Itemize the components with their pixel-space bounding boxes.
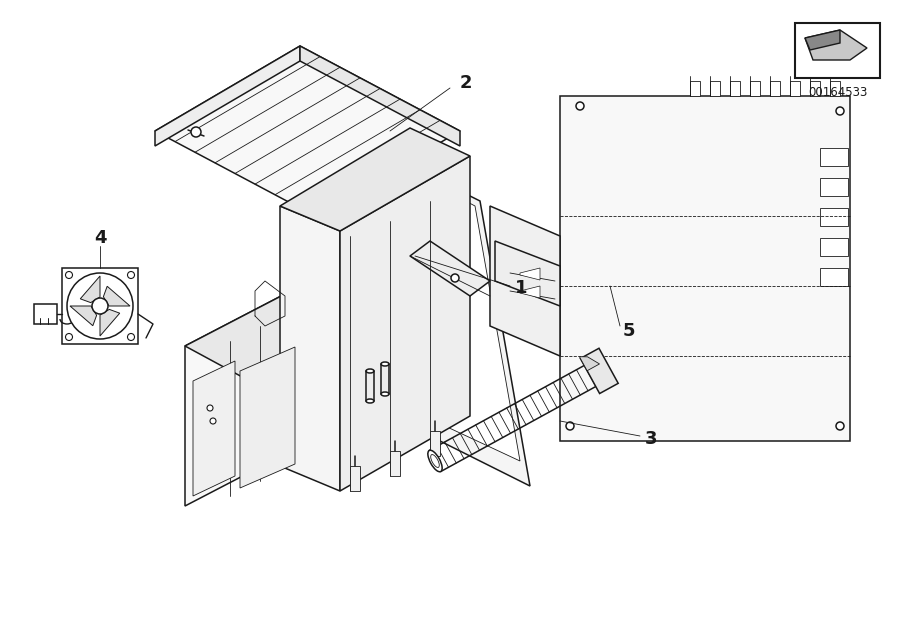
Circle shape — [207, 405, 213, 411]
Polygon shape — [495, 241, 560, 306]
Bar — [795, 23, 880, 78]
Polygon shape — [80, 276, 100, 303]
Polygon shape — [155, 46, 300, 146]
Circle shape — [128, 333, 134, 340]
Polygon shape — [520, 286, 540, 298]
Polygon shape — [62, 268, 138, 344]
Polygon shape — [830, 81, 840, 96]
Polygon shape — [520, 268, 540, 280]
Ellipse shape — [366, 369, 374, 373]
Circle shape — [836, 422, 844, 430]
Circle shape — [66, 272, 73, 279]
Circle shape — [128, 272, 134, 279]
Polygon shape — [300, 46, 460, 146]
Polygon shape — [155, 46, 460, 216]
Polygon shape — [193, 361, 235, 496]
Polygon shape — [430, 141, 465, 161]
Polygon shape — [390, 451, 400, 476]
Polygon shape — [820, 178, 848, 196]
Text: 4: 4 — [94, 229, 106, 247]
Text: 2: 2 — [460, 74, 473, 92]
Ellipse shape — [366, 399, 374, 403]
Circle shape — [566, 422, 574, 430]
Text: 3: 3 — [645, 430, 658, 448]
Polygon shape — [70, 306, 96, 326]
Polygon shape — [770, 81, 780, 96]
Polygon shape — [810, 81, 820, 96]
Circle shape — [576, 102, 584, 110]
Text: 1: 1 — [515, 279, 527, 297]
Circle shape — [67, 273, 133, 339]
Polygon shape — [310, 216, 430, 441]
Polygon shape — [730, 81, 740, 96]
Polygon shape — [790, 81, 800, 96]
Circle shape — [92, 298, 108, 314]
Circle shape — [66, 333, 73, 340]
Polygon shape — [400, 166, 520, 461]
Text: 5: 5 — [623, 322, 635, 340]
Polygon shape — [820, 268, 848, 286]
Polygon shape — [820, 238, 848, 256]
Polygon shape — [350, 466, 360, 491]
Polygon shape — [805, 30, 840, 50]
Polygon shape — [340, 156, 470, 491]
Polygon shape — [710, 81, 720, 96]
Polygon shape — [805, 30, 867, 60]
Polygon shape — [34, 304, 57, 324]
Polygon shape — [490, 206, 560, 356]
Polygon shape — [185, 281, 310, 506]
Polygon shape — [690, 81, 700, 96]
Polygon shape — [750, 81, 760, 96]
Polygon shape — [820, 148, 848, 166]
Ellipse shape — [431, 455, 439, 467]
Polygon shape — [410, 241, 490, 296]
Circle shape — [191, 127, 201, 137]
Polygon shape — [390, 156, 530, 486]
Polygon shape — [240, 347, 295, 488]
Text: 00164533: 00164533 — [808, 86, 868, 99]
Polygon shape — [430, 431, 440, 456]
Polygon shape — [820, 208, 848, 226]
Polygon shape — [100, 309, 120, 336]
Ellipse shape — [381, 362, 389, 366]
Polygon shape — [280, 206, 340, 491]
Polygon shape — [185, 281, 430, 411]
Polygon shape — [280, 128, 470, 231]
Ellipse shape — [381, 392, 389, 396]
Polygon shape — [560, 96, 850, 441]
Polygon shape — [580, 349, 618, 394]
Circle shape — [451, 274, 459, 282]
Polygon shape — [580, 357, 599, 371]
Polygon shape — [104, 286, 130, 306]
Circle shape — [210, 418, 216, 424]
Circle shape — [836, 107, 844, 115]
Ellipse shape — [428, 450, 442, 472]
